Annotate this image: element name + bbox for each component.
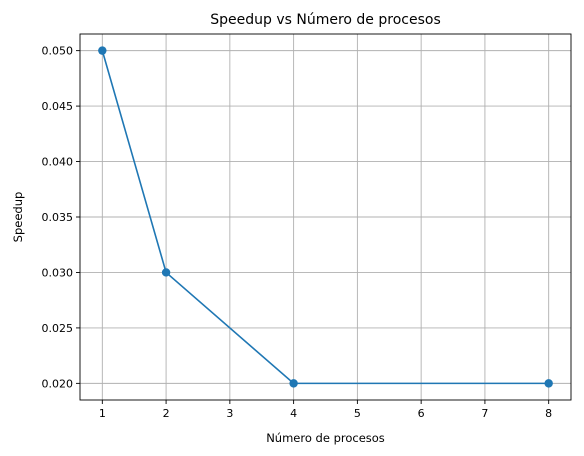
x-tick-label: 4 — [290, 407, 297, 420]
x-tick-label: 1 — [99, 407, 106, 420]
x-axis-label: Número de procesos — [266, 431, 385, 445]
x-tick-label: 5 — [354, 407, 361, 420]
y-tick-label: 0.035 — [42, 211, 74, 224]
data-point — [544, 379, 553, 388]
y-tick-label: 0.040 — [42, 156, 74, 169]
data-point — [98, 46, 107, 55]
chart-title: Speedup vs Número de procesos — [210, 12, 441, 28]
x-tick-label: 2 — [163, 407, 170, 420]
y-tick-label: 0.025 — [42, 322, 74, 335]
data-point — [161, 268, 171, 277]
y-axis-label: Speedup — [11, 192, 25, 243]
x-tick-label: 6 — [418, 407, 425, 420]
y-tick-label: 0.050 — [42, 45, 74, 58]
series-layer — [98, 46, 553, 388]
y-tick-label: 0.045 — [42, 100, 74, 113]
y-tick-label: 0.030 — [42, 266, 74, 279]
x-tick-label: 3 — [226, 407, 233, 420]
y-tick-label: 0.020 — [42, 377, 74, 390]
series-line — [101, 50, 549, 385]
data-point — [289, 379, 298, 388]
grid — [80, 34, 571, 400]
axes: 1 2 3 4 5 6 7 8 0.020 0.025 0.030 0.035 0.040 0.045 0.… — [42, 33, 572, 420]
x-tick-label: 8 — [545, 407, 552, 420]
x-tick-label: 7 — [481, 407, 488, 420]
